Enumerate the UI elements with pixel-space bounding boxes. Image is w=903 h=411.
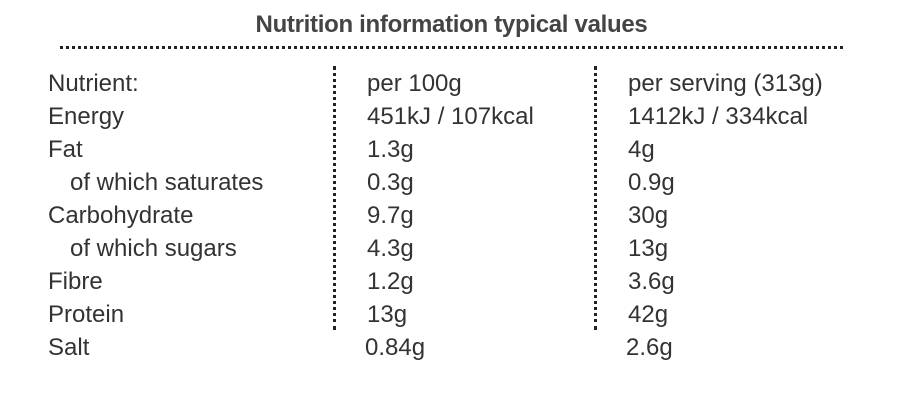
nutrient: Carbohydrate	[48, 202, 194, 229]
per-100g: 9.7g	[367, 202, 414, 229]
per-100g: 451kJ / 107kcal	[367, 103, 534, 130]
per-serving: 42g	[628, 301, 669, 328]
nutrient: Protein	[48, 301, 125, 328]
per-serving: 1412kJ / 334kcal	[628, 103, 809, 130]
per-100g: 1.3g	[367, 136, 414, 163]
per-100g: 0.3g	[367, 169, 414, 196]
per-serving: 0.9g	[628, 169, 675, 196]
per-serving: 4g	[628, 136, 655, 163]
title: Nutrition information typical values	[255, 11, 648, 38]
nutrient: of which saturates	[70, 169, 264, 196]
header-cell: per 100g	[367, 70, 462, 97]
column-divider	[594, 66, 597, 330]
nutrient: Fat	[48, 136, 83, 163]
divider	[60, 46, 843, 49]
nutrient: Fibre	[48, 268, 103, 295]
nutrient: of which sugars	[70, 235, 237, 262]
per-100g: 1.2g	[367, 268, 414, 295]
header-cell: per serving (313g)	[628, 70, 823, 97]
header-cell: Nutrient:	[48, 70, 139, 97]
per-100g: 4.3g	[367, 235, 414, 262]
per-serving: 13g	[628, 235, 669, 262]
nutrient: Salt	[48, 334, 90, 361]
nutrient: Energy	[48, 103, 125, 130]
per-serving: 3.6g	[628, 268, 675, 295]
column-divider	[333, 66, 336, 330]
per-100g: 13g	[367, 301, 408, 328]
per-serving: 2.6g	[626, 334, 673, 361]
per-100g: 0.84g	[365, 334, 426, 361]
per-serving: 30g	[628, 202, 669, 229]
